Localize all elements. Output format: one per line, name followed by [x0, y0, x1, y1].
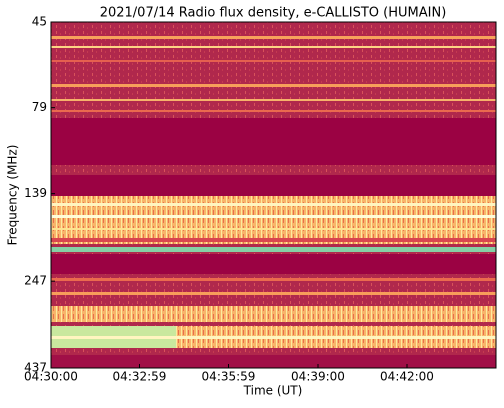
y-axis-label: Frequency (MHz): [6, 145, 20, 246]
y-tick-label: 45: [32, 15, 47, 29]
plot-frame: [50, 21, 497, 369]
x-axis-label: Time (UT): [243, 384, 303, 398]
x-tick-label: 04:42:00: [380, 370, 434, 384]
chart-title: 2021/07/14 Radio flux density, e-CALLIST…: [100, 6, 447, 21]
y-tick-label: 79: [32, 100, 47, 114]
x-tick-label: 04:35:59: [202, 370, 256, 384]
spectrogram-image: [51, 22, 496, 368]
y-tick-label: 437: [24, 361, 47, 375]
x-tick-label: 04:32:59: [113, 370, 167, 384]
y-tick-label: 247: [24, 274, 47, 288]
x-tick-label: 04:30:00: [24, 370, 78, 384]
x-tick-label: 04:39:00: [291, 370, 345, 384]
y-tick-label: 139: [24, 186, 47, 200]
